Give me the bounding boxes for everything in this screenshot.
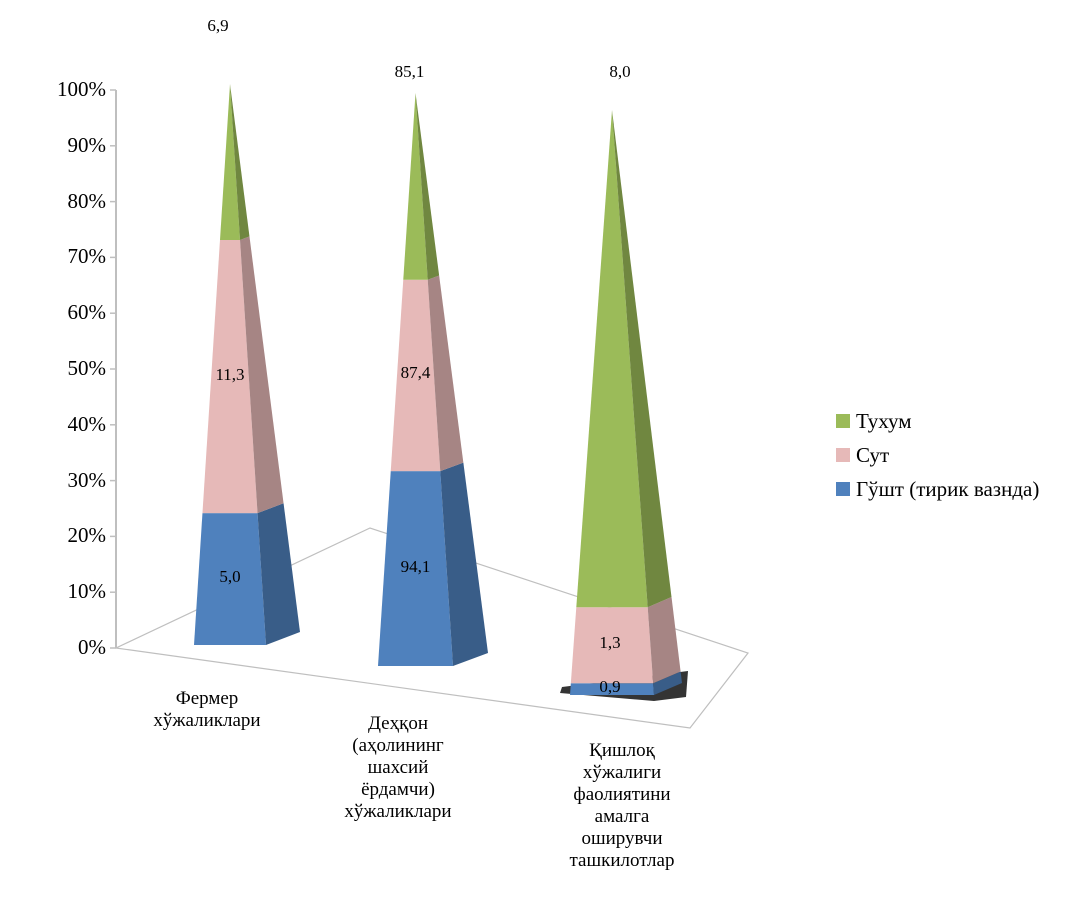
pyramid-segment-front xyxy=(202,239,258,514)
y-tick-label: 10% xyxy=(67,579,107,604)
pyramid-segment-side xyxy=(415,93,440,280)
legend-item: Тухум xyxy=(836,404,1039,438)
pyramid-segment-side xyxy=(240,236,284,514)
pyramid-segment-side xyxy=(427,275,464,472)
pyramid-segment-front xyxy=(576,110,648,608)
pyramid-segment-side xyxy=(612,110,672,608)
data-label: 5,0 xyxy=(219,567,241,587)
y-tick-label: 20% xyxy=(67,523,107,548)
legend-swatch xyxy=(836,414,850,428)
y-tick-label: 50% xyxy=(67,356,107,380)
pyramid-segment-side xyxy=(653,671,682,695)
y-tick-label: 0% xyxy=(78,635,106,659)
category-label: Деҳқон (аҳолининг шахсий ёрдамчи) хўжали… xyxy=(344,713,452,822)
pyramid-segment-front xyxy=(570,607,654,684)
pyramid-segment-front xyxy=(403,93,428,280)
y-tick-label: 60% xyxy=(67,300,107,325)
data-label: 85,1 xyxy=(394,62,425,81)
pyramid-segment-front xyxy=(219,84,241,240)
data-label: 1,3 xyxy=(599,633,621,653)
legend-label: Гўшт (тирик вазнда) xyxy=(856,476,1040,501)
data-label: 94,1 xyxy=(400,556,431,576)
data-label: 6,9 xyxy=(207,16,229,35)
legend-item: Гўшт (тирик вазнда) xyxy=(836,472,1039,506)
data-label: 8,0 xyxy=(609,62,631,81)
pyramid-segment-front xyxy=(378,471,453,666)
pyramid-segment-front xyxy=(570,683,654,695)
legend-swatch xyxy=(836,482,850,496)
legend-item: Сут xyxy=(836,438,1039,472)
y-tick-label: 90% xyxy=(67,132,107,157)
y-tick-label: 100% xyxy=(57,77,106,101)
data-label: 87,4 xyxy=(400,363,431,383)
y-tick-label: 70% xyxy=(67,244,107,269)
data-label: 11,3 xyxy=(215,364,245,384)
category-label: Фермер хўжаликлари xyxy=(153,688,261,731)
legend-label: Тухум xyxy=(856,408,912,433)
data-label: 0,9 xyxy=(599,677,621,697)
pyramid-segment-side xyxy=(440,462,488,666)
pyramid-segment-side xyxy=(647,597,681,684)
y-tick-label: 30% xyxy=(67,467,107,492)
pyramid-segment-side xyxy=(257,503,300,645)
pyramid-segment-side xyxy=(230,84,250,240)
y-tick-label: 80% xyxy=(67,188,107,213)
chart-legend: Тухум Сут Гўшт (тирик вазнда) xyxy=(836,404,1039,506)
legend-label: Сут xyxy=(856,442,890,467)
y-tick-label: 40% xyxy=(67,411,107,436)
legend-swatch xyxy=(836,448,850,462)
category-label: Қишлоқ хўжалиги фаолиятини амалга оширув… xyxy=(569,740,675,871)
pyramid-segment-front xyxy=(390,279,441,472)
pyramid-segment-front xyxy=(194,513,266,645)
